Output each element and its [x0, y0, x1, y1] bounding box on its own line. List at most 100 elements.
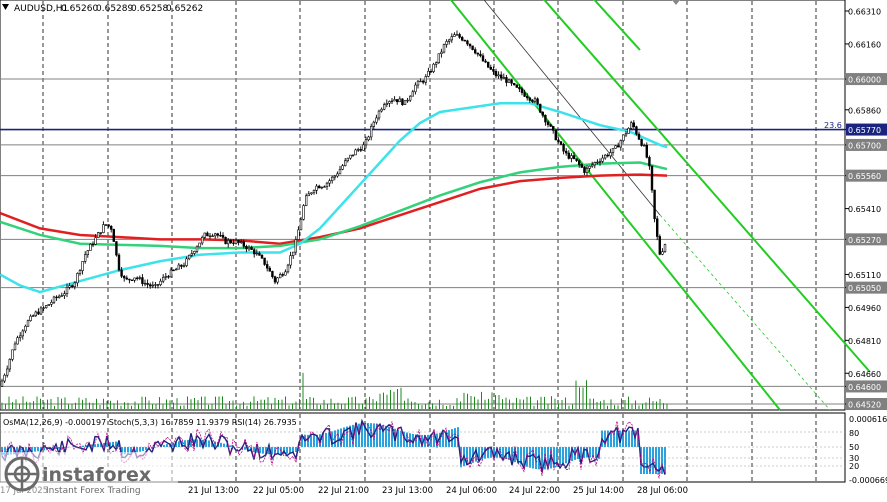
candle-body [35, 312, 37, 316]
osma-bar [253, 447, 255, 452]
candle-body [560, 142, 562, 145]
price-tick-label: 0.66160 [848, 40, 881, 49]
watermark-logo: instaforex Instant Forex Trading [0, 452, 178, 498]
candle-body [628, 128, 630, 133]
candle-body [545, 115, 547, 122]
indicator-tick-label: 0.000616 [849, 415, 887, 424]
osma-bar [178, 441, 180, 447]
osma-bar [565, 447, 567, 463]
candle-body [282, 274, 284, 275]
candle-body [173, 270, 175, 271]
open-value: 0.65260 [61, 4, 98, 14]
candle-body [412, 92, 414, 96]
candle-body [368, 137, 370, 140]
candle-body [157, 285, 159, 286]
candle-body [139, 278, 141, 279]
candle-body [183, 266, 185, 267]
candle-body [443, 44, 445, 52]
candle-body [243, 242, 245, 247]
candle-body [594, 162, 596, 165]
osma-bar [223, 444, 225, 447]
candle-body [45, 306, 47, 308]
candle-body [64, 294, 66, 296]
candle-body [610, 153, 612, 156]
osma-bar [628, 431, 630, 448]
candle-body [373, 122, 375, 126]
candle-body [664, 245, 666, 252]
candle-body [552, 126, 554, 130]
price-tick-label: 0.65050 [848, 284, 881, 293]
candle-body [607, 155, 609, 156]
candle-body [97, 233, 99, 238]
osma-bar [208, 440, 210, 447]
candle-body [100, 233, 102, 234]
candle-body [90, 244, 92, 250]
candle-body [248, 247, 250, 249]
price-tick-label: 0.65860 [848, 106, 881, 115]
candle-body [643, 145, 645, 146]
candle-body [402, 99, 404, 105]
candle-body [84, 255, 86, 262]
candle-body [313, 190, 315, 192]
candle-body [438, 54, 440, 63]
candle-body [386, 103, 388, 104]
osma-bar [379, 424, 381, 447]
osma-bar [358, 424, 360, 447]
candle-body [456, 34, 458, 35]
candle-body [480, 54, 482, 56]
candle-body [178, 265, 180, 269]
osma-bar [145, 447, 147, 450]
osma-bar [244, 447, 246, 450]
candle-body [500, 75, 502, 78]
candle-body [487, 62, 489, 67]
candle-body [399, 99, 401, 102]
candle-body [246, 246, 248, 249]
osma-bar [325, 433, 327, 447]
candle-body [524, 93, 526, 97]
candle-body [105, 225, 107, 226]
candle-body [25, 326, 27, 331]
watermark-tagline: Instant Forex Trading [46, 486, 141, 496]
candle-body [381, 109, 383, 111]
candle-body [498, 75, 500, 76]
osma-bar [34, 447, 36, 452]
candle-body [441, 52, 443, 54]
candle-body [526, 96, 528, 98]
candle-body [134, 278, 136, 280]
candle-body [350, 155, 352, 158]
candle-body [316, 186, 318, 190]
osma-bar [562, 447, 564, 464]
candle-body [599, 161, 601, 162]
candle-body [186, 259, 188, 266]
candle-body [513, 83, 515, 85]
candle-body [329, 181, 331, 184]
candle-body [160, 281, 162, 284]
candle-body [342, 166, 344, 170]
osma-bar [589, 447, 591, 458]
candle-body [238, 240, 240, 242]
osma-bar [166, 444, 168, 447]
candle-body [404, 100, 406, 104]
candle-body [324, 187, 326, 188]
candle-body [654, 190, 656, 219]
osma-bar [97, 444, 99, 447]
candle-body [435, 63, 437, 65]
candle-body [612, 148, 614, 152]
candle-body [38, 312, 40, 314]
candle-body [142, 278, 144, 284]
indicator-tick-label: 80 [849, 429, 859, 438]
candle-body [493, 69, 495, 71]
candle-body [625, 134, 627, 135]
candle-body [417, 81, 419, 85]
candle-body [542, 112, 544, 115]
candle-body [256, 253, 258, 254]
candle-body [555, 130, 557, 140]
fib-label: 23.6 [824, 121, 842, 130]
candle-body [19, 336, 21, 338]
candle-body [519, 87, 521, 88]
candle-body [420, 81, 422, 82]
candle-body [623, 135, 625, 141]
candle-body [152, 285, 154, 286]
candle-body [565, 151, 567, 153]
candle-body [144, 283, 146, 284]
